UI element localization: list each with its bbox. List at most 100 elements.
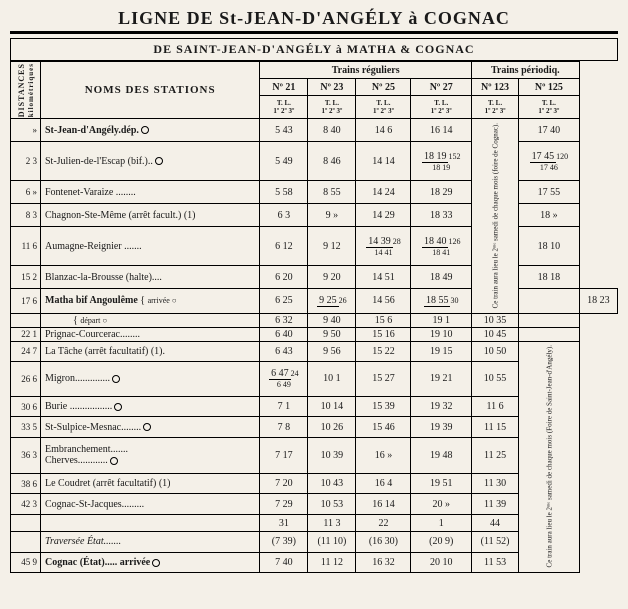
time-cell: 10 1 <box>308 362 356 397</box>
distance-cell: 26 6 <box>11 362 41 397</box>
time-cell: 18 49 <box>411 266 472 289</box>
train-col-2: Nº 25 <box>356 79 411 96</box>
time-cell: 16 4 <box>356 474 411 494</box>
train-col-4: Nº 123 <box>472 79 519 96</box>
station-cell: Prignac-Courcerac........ <box>41 327 260 341</box>
time-cell: 19 48 <box>411 437 472 473</box>
time-cell: 18 1915218 19 <box>411 142 472 181</box>
time-cell: 10 35 <box>472 313 519 327</box>
station-cell: Embranchement.......Cherves............ <box>41 437 260 473</box>
time-cell: 11 39 <box>472 494 519 514</box>
time-cell: 22 <box>356 514 411 531</box>
table-row: 6 »Fontenet-Varaize ........5 588 5514 2… <box>11 181 618 204</box>
distance-cell: 15 2 <box>11 266 41 289</box>
time-cell: 14 56 <box>356 289 411 314</box>
distance-cell: 24 7 <box>11 341 41 361</box>
time-cell: 14 29 <box>356 204 411 227</box>
time-cell: 9 50 <box>308 327 356 341</box>
distance-cell: 38 6 <box>11 474 41 494</box>
time-cell <box>519 313 580 327</box>
time-cell: 7 17 <box>260 437 308 473</box>
time-cell: 9 2526 <box>308 289 356 314</box>
time-cell: 6 3 <box>260 204 308 227</box>
time-cell: 6 12 <box>260 227 308 266</box>
periodic-trains-header: Trains périodiq. <box>472 62 580 79</box>
time-cell: 16 14 <box>356 494 411 514</box>
time-cell: 7 8 <box>260 417 308 437</box>
distance-cell: 30 6 <box>11 396 41 416</box>
time-cell: 5 58 <box>260 181 308 204</box>
time-cell: 9 » <box>308 204 356 227</box>
station-cell: Migron.............. <box>41 362 260 397</box>
distance-cell: 42 3 <box>11 494 41 514</box>
train-col-sub-5: T. L.1º 2º 3º <box>519 96 580 119</box>
station-cell: St-Sulpice-Mesnac........ <box>41 417 260 437</box>
time-cell <box>519 327 580 341</box>
station-cell: Chagnon-Ste-Même (arrêt facult.) (1) <box>41 204 260 227</box>
page-title: LIGNE DE St-JEAN-D'ANGÉLY à COGNAC <box>10 8 618 34</box>
time-cell: 11 53 <box>472 552 519 572</box>
station-cell: Cognac-St-Jacques......... <box>41 494 260 514</box>
time-cell: 14 392814 41 <box>356 227 411 266</box>
time-cell: 15 46 <box>356 417 411 437</box>
train-col-0: Nº 21 <box>260 79 308 96</box>
time-cell: 6 20 <box>260 266 308 289</box>
table-row: 22 1Prignac-Courcerac........6 409 5015 … <box>11 327 618 341</box>
time-cell: 44 <box>472 514 519 531</box>
time-cell: 18 33 <box>411 204 472 227</box>
distance-cell: 36 3 <box>11 437 41 473</box>
time-cell <box>519 289 580 314</box>
time-cell: 20 10 <box>411 552 472 572</box>
time-cell: 10 26 <box>308 417 356 437</box>
time-cell: 7 29 <box>260 494 308 514</box>
time-cell: 14 14 <box>356 142 411 181</box>
station-cell: St-Jean-d'Angély.dép. <box>41 119 260 142</box>
distances-header: DISTANCESkilométriques <box>11 62 41 119</box>
time-cell: 9 56 <box>308 341 356 361</box>
time-cell: 18 10 <box>519 227 580 266</box>
time-cell: 6 25 <box>260 289 308 314</box>
table-row: Matha { départ ○6 329 4015 619 110 35 <box>11 313 618 327</box>
time-cell: 9 20 <box>308 266 356 289</box>
time-cell: 16 32 <box>356 552 411 572</box>
time-cell: 17 55 <box>519 181 580 204</box>
time-cell: 19 15 <box>411 341 472 361</box>
distance-cell: 33 5 <box>11 417 41 437</box>
time-cell: 6 47246 49 <box>260 362 308 397</box>
time-cell: 15 16 <box>356 327 411 341</box>
time-cell: (11 52) <box>472 532 519 552</box>
time-cell: 14 24 <box>356 181 411 204</box>
station-cell: Cognac (État)..... arrivée <box>41 552 260 572</box>
time-cell: 1 <box>411 514 472 531</box>
time-cell: 15 22 <box>356 341 411 361</box>
time-cell: 18 29 <box>411 181 472 204</box>
time-cell: 7 1 <box>260 396 308 416</box>
time-cell: 8 46 <box>308 142 356 181</box>
route-subtitle: DE SAINT-JEAN-D'ANGÉLY à MATHA & COGNAC <box>10 38 618 61</box>
distance-cell: 2 3 <box>11 142 41 181</box>
time-cell: 6 40 <box>260 327 308 341</box>
table-row: 17 6Matha bif Angoulême { arrivée ○6 259… <box>11 289 618 314</box>
table-row: 11 6Aumagne-Reignier .......6 129 1214 3… <box>11 227 618 266</box>
time-cell: 9 40 <box>308 313 356 327</box>
time-cell: 11 12 <box>308 552 356 572</box>
regular-trains-header: Trains réguliers <box>260 62 472 79</box>
station-cell: Fontenet-Varaize ........ <box>41 181 260 204</box>
time-cell: 18 4012618 41 <box>411 227 472 266</box>
time-cell: 8 55 <box>308 181 356 204</box>
time-cell: 19 21 <box>411 362 472 397</box>
station-cell: La Tâche (arrêt facultatif) (1). <box>41 341 260 361</box>
table-row: 15 2Blanzac-la-Brousse (halte)....6 209 … <box>11 266 618 289</box>
time-cell: 19 32 <box>411 396 472 416</box>
distance-cell <box>11 532 41 552</box>
time-cell: 6 43 <box>260 341 308 361</box>
station-cell: Blanzac-la-Brousse (halte).... <box>41 266 260 289</box>
stations-header: NOMS DES STATIONS <box>41 62 260 119</box>
station-cell: Aumagne-Reignier ....... <box>41 227 260 266</box>
train-col-sub-2: T. L.1º 2º 3º <box>356 96 411 119</box>
time-cell: 15 6 <box>356 313 411 327</box>
time-cell: 10 14 <box>308 396 356 416</box>
station-cell: Traversée État....... <box>41 532 260 552</box>
distance-cell: » <box>11 119 41 142</box>
time-cell: (20 9) <box>411 532 472 552</box>
